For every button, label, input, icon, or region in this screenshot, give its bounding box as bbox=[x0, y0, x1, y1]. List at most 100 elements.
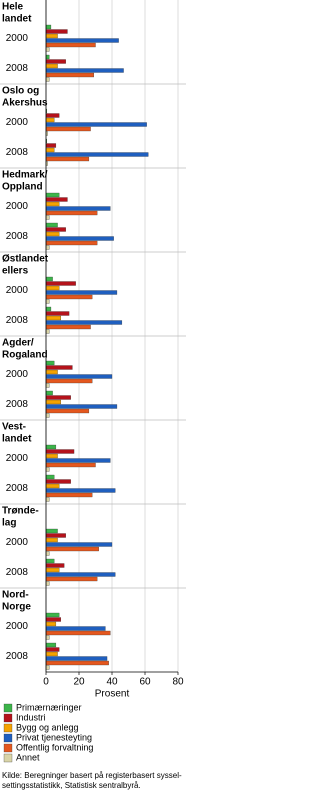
y-tick-label: 2008 bbox=[6, 231, 29, 242]
y-tick-label: 2008 bbox=[6, 567, 29, 578]
bar bbox=[45, 329, 50, 334]
group-label: Agder/ bbox=[2, 338, 34, 349]
legend-label: Primærnæringer bbox=[16, 702, 82, 712]
group-label: Oppland bbox=[2, 182, 43, 193]
bar bbox=[45, 63, 58, 69]
bar bbox=[45, 290, 118, 295]
bar bbox=[45, 117, 55, 123]
group-label: Norge bbox=[2, 602, 31, 613]
bar bbox=[45, 390, 53, 396]
bar bbox=[45, 227, 66, 232]
legend-swatch bbox=[3, 703, 13, 713]
bar bbox=[45, 147, 55, 153]
legend-label: Offentlig forvaltning bbox=[16, 742, 93, 752]
y-tick-label: 2000 bbox=[6, 285, 29, 296]
legend-swatch bbox=[3, 713, 13, 723]
y-tick-label: 2000 bbox=[6, 369, 29, 380]
x-axis-label: Prosent bbox=[95, 689, 130, 700]
group-label: landet bbox=[2, 434, 32, 445]
bar bbox=[45, 231, 60, 237]
bar bbox=[45, 77, 50, 82]
x-tick-label: 40 bbox=[106, 677, 118, 688]
bar bbox=[45, 281, 76, 286]
group-label: Trønde- bbox=[2, 506, 39, 517]
bar bbox=[45, 542, 113, 547]
bar bbox=[45, 126, 91, 132]
y-tick-label: 2000 bbox=[6, 33, 29, 44]
bar bbox=[45, 311, 70, 316]
bar bbox=[45, 630, 111, 636]
group-label: Rogaland bbox=[2, 350, 48, 361]
group-label: Nord- bbox=[2, 590, 29, 601]
bar bbox=[45, 444, 57, 450]
bar bbox=[45, 488, 116, 493]
legend-swatch bbox=[3, 723, 13, 733]
bar bbox=[45, 660, 109, 666]
group-label: Hele bbox=[2, 2, 24, 13]
bar bbox=[45, 383, 50, 388]
group-label: Oslo og bbox=[2, 86, 39, 97]
x-tick-label: 0 bbox=[43, 677, 49, 688]
group-label: ellers bbox=[2, 266, 29, 277]
x-tick-label: 80 bbox=[172, 677, 184, 688]
bar bbox=[45, 285, 60, 291]
bar bbox=[45, 462, 96, 468]
bar bbox=[45, 374, 113, 379]
bar bbox=[45, 192, 60, 198]
legend-label: Bygg og anlegg bbox=[16, 722, 79, 732]
bar bbox=[45, 558, 55, 564]
legend-swatch bbox=[3, 753, 13, 763]
bar bbox=[45, 33, 58, 39]
bar bbox=[45, 467, 50, 472]
bar bbox=[45, 42, 96, 48]
y-tick-label: 2000 bbox=[6, 537, 29, 548]
bar bbox=[45, 156, 90, 162]
bar bbox=[45, 458, 111, 463]
bar bbox=[45, 479, 71, 484]
y-tick-label: 2000 bbox=[6, 621, 29, 632]
y-tick-label: 2000 bbox=[6, 201, 29, 212]
bar bbox=[45, 656, 108, 661]
bar bbox=[45, 449, 75, 454]
bar bbox=[45, 453, 58, 459]
bar bbox=[45, 626, 106, 631]
bar bbox=[45, 576, 98, 582]
bar bbox=[45, 240, 98, 246]
bar bbox=[45, 413, 50, 418]
bar bbox=[45, 54, 50, 60]
bar bbox=[45, 320, 123, 325]
bar bbox=[45, 563, 65, 568]
legend-swatch bbox=[3, 733, 13, 743]
bar bbox=[45, 306, 52, 312]
bar bbox=[45, 245, 50, 250]
group-label: lag bbox=[2, 518, 16, 529]
bar bbox=[45, 122, 147, 127]
y-tick-label: 2008 bbox=[6, 63, 29, 74]
bar bbox=[45, 647, 60, 652]
bar bbox=[45, 665, 50, 670]
bar bbox=[45, 113, 60, 118]
y-tick-label: 2008 bbox=[6, 651, 29, 662]
bar bbox=[45, 533, 66, 538]
bar bbox=[45, 59, 66, 64]
group-label: Østlandet bbox=[2, 254, 49, 265]
bar bbox=[45, 404, 118, 409]
bar bbox=[45, 483, 60, 489]
bar bbox=[45, 68, 124, 73]
bar bbox=[45, 47, 50, 52]
bar bbox=[45, 497, 50, 502]
bar bbox=[45, 365, 73, 370]
source-note: settingsstatistikk, Statistisk sentralby… bbox=[2, 781, 141, 790]
y-tick-label: 2008 bbox=[6, 315, 29, 326]
bar bbox=[45, 324, 91, 330]
bar bbox=[45, 612, 60, 618]
bar bbox=[45, 492, 93, 498]
bar bbox=[45, 294, 93, 300]
bar bbox=[45, 222, 58, 228]
legend-swatch bbox=[3, 743, 13, 753]
group-label: Hedmark/ bbox=[2, 170, 48, 181]
bar bbox=[45, 24, 52, 30]
bar bbox=[45, 642, 57, 648]
